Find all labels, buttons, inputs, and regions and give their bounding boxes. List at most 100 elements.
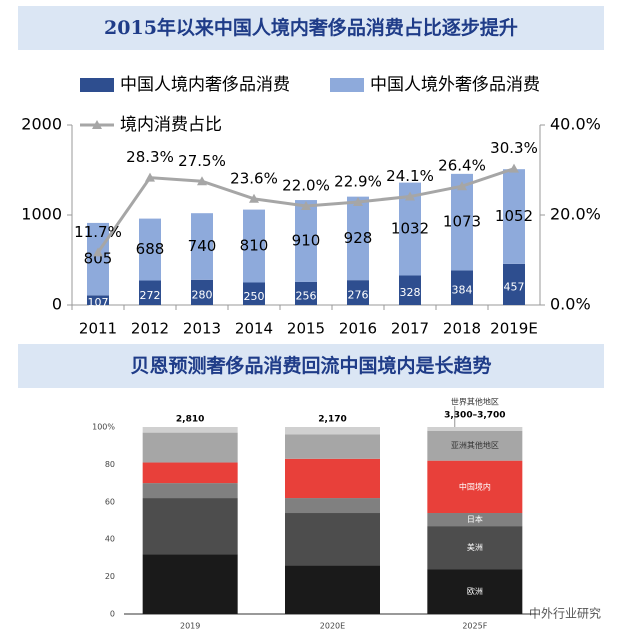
bar-segment <box>243 209 265 283</box>
bar-segment <box>285 513 380 566</box>
data-label: 11.7% <box>74 223 122 241</box>
title-banner <box>18 344 604 388</box>
data-label: 26.4% <box>438 157 486 175</box>
bar-segment <box>142 432 238 463</box>
data-label: 250 <box>244 290 265 303</box>
data-label: 107 <box>88 296 109 309</box>
data-label: 740 <box>188 237 217 255</box>
bar-segment <box>427 569 523 614</box>
data-label: 688 <box>136 240 165 258</box>
legend-label: 中国人境内奢侈品消费 <box>120 75 290 95</box>
legend-swatch <box>80 78 114 92</box>
bar-segment <box>347 280 369 305</box>
legend-label: 中国人境外奢侈品消费 <box>370 75 540 95</box>
line-marker <box>197 176 207 186</box>
segment-label: 亚洲其他地区 <box>451 440 499 450</box>
y2-tick-label: 0.0% <box>550 295 591 314</box>
data-label: 805 <box>84 250 113 268</box>
total-label: 2,810 <box>176 415 204 425</box>
bar-segment <box>427 427 523 431</box>
bar-segment <box>142 554 238 614</box>
data-label: 256 <box>296 289 317 302</box>
data-label: 22.0% <box>282 177 330 195</box>
y-tick-label: 60 <box>105 497 115 506</box>
x-tick-label: 2019E <box>490 320 538 338</box>
bar-segment <box>142 427 238 433</box>
bar-segment <box>191 279 213 305</box>
bar-segment <box>142 462 238 484</box>
x-tick-label: 2018 <box>443 320 481 338</box>
bar-segment <box>399 182 421 276</box>
bar-segment <box>139 280 161 305</box>
bar-segment <box>399 275 421 305</box>
line-marker <box>93 247 103 257</box>
bar-segment <box>243 282 265 305</box>
y-tick-label: 20 <box>105 572 115 581</box>
data-label: 28.3% <box>126 148 174 166</box>
segment-label: 日本 <box>467 514 483 524</box>
data-label: 1073 <box>443 213 481 231</box>
x-tick-label: 2013 <box>183 320 221 338</box>
bar-segment <box>427 526 523 570</box>
bar-segment <box>285 498 380 514</box>
bar-segment <box>142 483 238 499</box>
legend-label: 境内消费占比 <box>120 115 222 135</box>
bar-segment <box>503 169 525 264</box>
total-label: 3,300–3,700 <box>444 411 505 421</box>
bar-segment <box>503 263 525 305</box>
x-tick-label: 2016 <box>339 320 377 338</box>
y-tick-label: 40 <box>105 535 115 544</box>
line-marker <box>301 201 311 210</box>
bar-segment <box>451 270 473 305</box>
line-marker <box>353 196 363 206</box>
y-tick-label: 80 <box>105 460 115 469</box>
y2-tick-label: 40.0% <box>550 115 601 134</box>
y2-tick-label: 20.0% <box>550 205 601 224</box>
y-tick-label: 100% <box>92 423 115 432</box>
bar-segment <box>347 196 369 281</box>
data-label: 272 <box>140 289 161 302</box>
x-tick-label: 2015 <box>287 320 325 338</box>
x-tick-label: 2020E <box>320 622 345 631</box>
bar-segment <box>285 565 380 614</box>
data-label: 457 <box>504 280 525 293</box>
data-label: 27.5% <box>178 152 226 170</box>
bar-segment <box>451 173 473 271</box>
bar-segment <box>427 513 523 527</box>
line-marker <box>509 163 519 173</box>
bar-segment <box>295 281 317 305</box>
y-tick-label: 0 <box>52 295 62 314</box>
bar-segment <box>295 200 317 282</box>
line-marker <box>405 191 415 201</box>
legend-marker <box>92 120 102 129</box>
legend-swatch <box>330 78 364 92</box>
line-marker <box>249 193 259 203</box>
x-tick-label: 2025F <box>462 622 487 631</box>
data-label: 384 <box>452 284 473 297</box>
data-label: 24.1% <box>386 167 434 185</box>
data-label: 810 <box>240 237 269 255</box>
segment-label: 中国境内 <box>459 481 491 491</box>
x-tick-label: 2017 <box>391 320 429 338</box>
data-label: 328 <box>400 286 421 299</box>
bar-segment <box>87 295 109 305</box>
x-tick-label: 2014 <box>235 320 273 338</box>
title-banner <box>18 6 604 50</box>
data-label: 1052 <box>495 207 533 225</box>
y-tick-label: 0 <box>110 610 115 619</box>
data-label: 22.9% <box>334 172 382 190</box>
segment-label: 世界其他地区 <box>451 397 499 407</box>
bar-segment <box>285 434 380 459</box>
bar-segment <box>285 427 380 435</box>
bar-segment <box>142 498 238 555</box>
data-label: 910 <box>292 232 321 250</box>
data-label: 23.6% <box>230 169 278 187</box>
x-tick-label: 2019 <box>180 622 200 631</box>
bar-segment <box>191 213 213 280</box>
y-tick-label: 2000 <box>21 115 62 134</box>
data-label: 30.3% <box>490 139 538 157</box>
bar-segment <box>427 460 523 514</box>
watermark: 中外行业研究 <box>529 606 601 621</box>
data-label: 276 <box>348 289 369 302</box>
